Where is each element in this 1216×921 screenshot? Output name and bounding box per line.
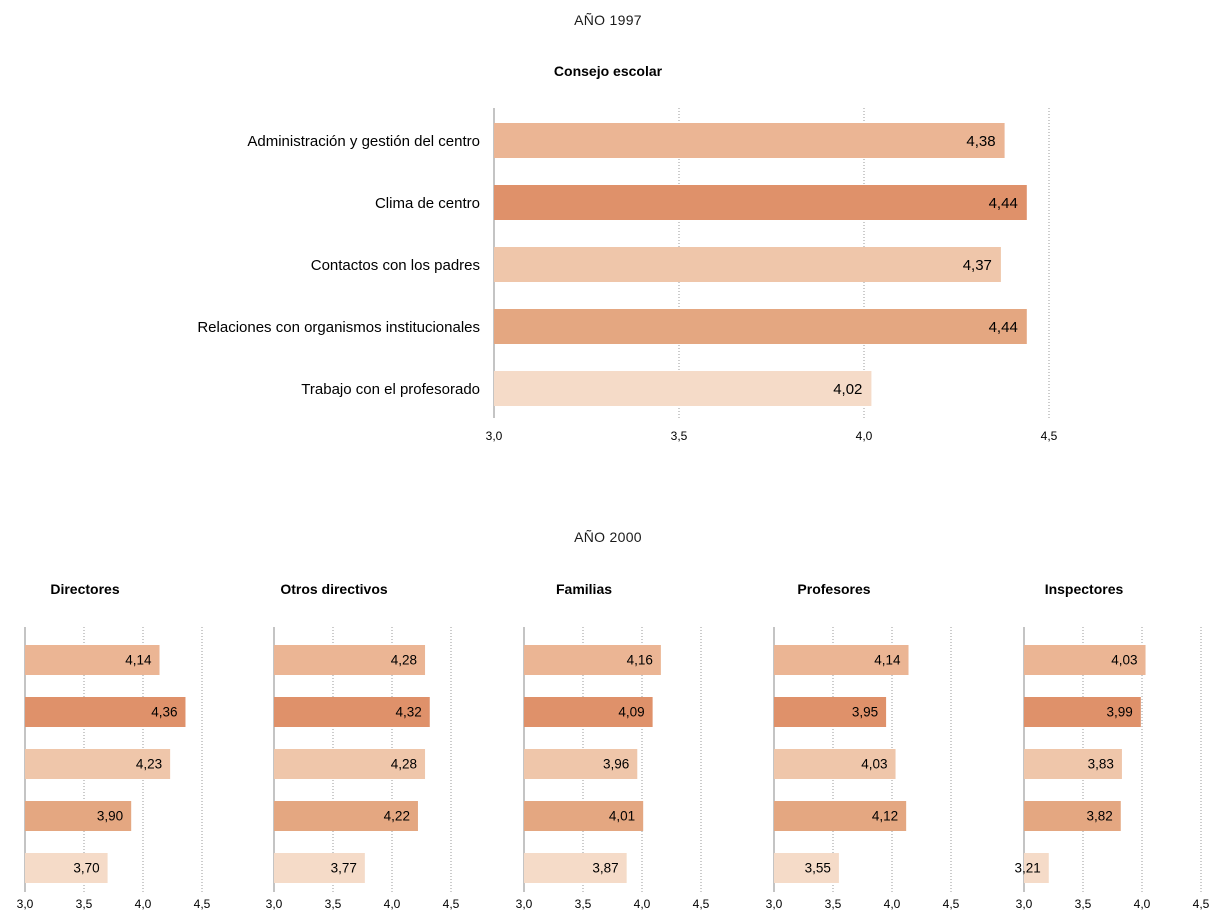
bar [25,749,171,779]
bar-value-label: 4,32 [395,705,421,720]
bar [524,645,661,675]
tick-label: 4,0 [384,897,401,911]
chart-title-2: Otros directivos [280,581,388,597]
bar [524,749,638,779]
bar [1024,749,1122,779]
bar-value-label: 4,28 [391,757,417,772]
tick-label: 3,0 [486,429,503,443]
bar [25,645,160,675]
bar-value-label: 4,12 [872,809,898,824]
tick-label: 4,0 [634,897,651,911]
bar [1024,697,1141,727]
bar [494,185,1027,220]
bar-value-label: 3,82 [1086,809,1112,824]
bar [25,697,186,727]
bar [774,801,907,831]
tick-label: 4,5 [943,897,960,911]
bar [494,123,1005,158]
bar [274,697,430,727]
category-label: Contactos con los padres [311,257,480,274]
chart-title-4: Profesores [797,581,870,597]
bar-value-label: 4,16 [627,653,653,668]
tick-label: 4,5 [1193,897,1210,911]
bar-value-label: 4,02 [833,381,862,398]
bar [774,697,887,727]
heading-2000: AÑO 2000 [574,529,642,545]
bar [774,853,839,883]
bar [274,801,418,831]
bar-value-label: 4,14 [125,653,152,668]
chart-title-5: Inspectores [1045,581,1124,597]
tick-label: 3,0 [516,897,533,911]
bar [774,749,896,779]
bar [1024,645,1146,675]
bar [274,749,426,779]
tick-label: 4,0 [884,897,901,911]
chart-title-0: Consejo escolar [554,63,663,79]
bar-value-label: 4,36 [151,705,177,720]
tick-label: 3,5 [325,897,342,911]
bar [774,645,909,675]
category-label: Administración y gestión del centro [247,133,480,150]
bar [25,801,132,831]
bar-value-label: 3,87 [592,861,618,876]
bar-value-label: 3,83 [1088,757,1114,772]
chart-title-3: Familias [556,581,612,597]
bar-value-label: 3,77 [331,861,357,876]
tick-label: 3,5 [76,897,93,911]
category-label: Clima de centro [375,195,480,212]
bar-value-label: 4,37 [963,257,992,274]
tick-label: 3,5 [825,897,842,911]
tick-label: 3,0 [266,897,283,911]
bar-value-label: 4,01 [609,809,635,824]
heading-1997: AÑO 1997 [574,12,642,28]
bar-value-label: 4,03 [1111,653,1137,668]
bar-value-label: 3,90 [97,809,123,824]
tick-label: 4,5 [1041,429,1058,443]
bar-value-label: 4,22 [384,809,410,824]
tick-label: 3,0 [17,897,34,911]
tick-label: 3,5 [1075,897,1092,911]
bar [274,853,365,883]
tick-label: 4,5 [194,897,211,911]
bar-value-label: 3,21 [1014,861,1040,876]
tick-label: 3,0 [766,897,783,911]
bar-value-label: 4,44 [989,195,1018,212]
bar-value-label: 4,03 [861,757,887,772]
tick-label: 4,5 [443,897,460,911]
bar-value-label: 3,55 [805,861,831,876]
tick-label: 3,5 [575,897,592,911]
tick-label: 4,0 [1134,897,1151,911]
tick-label: 4,0 [856,429,873,443]
bar-value-label: 4,14 [874,653,901,668]
bar [1024,801,1121,831]
bar [1024,853,1049,883]
bar [494,247,1001,282]
bar-value-label: 4,09 [618,705,644,720]
tick-label: 3,0 [1016,897,1033,911]
tick-label: 4,5 [693,897,710,911]
bar-value-label: 3,96 [603,757,629,772]
bar [494,309,1027,344]
bar [274,645,426,675]
bar-value-label: 3,70 [73,861,99,876]
chart-title-1: Directores [50,581,119,597]
bar-value-label: 4,44 [989,319,1018,336]
tick-label: 4,0 [135,897,152,911]
bar-value-label: 3,95 [852,705,878,720]
bar [524,697,653,727]
bar [494,371,872,406]
tick-label: 3,5 [671,429,688,443]
bar [25,853,108,883]
bar [524,853,627,883]
bar [524,801,644,831]
bar-value-label: 4,38 [966,133,995,150]
category-label: Relaciones con organismos institucionale… [197,319,480,336]
bar-value-label: 3,99 [1107,705,1133,720]
bar-value-label: 4,28 [391,653,417,668]
category-label: Trabajo con el profesorado [301,381,480,398]
bar-value-label: 4,23 [136,757,162,772]
